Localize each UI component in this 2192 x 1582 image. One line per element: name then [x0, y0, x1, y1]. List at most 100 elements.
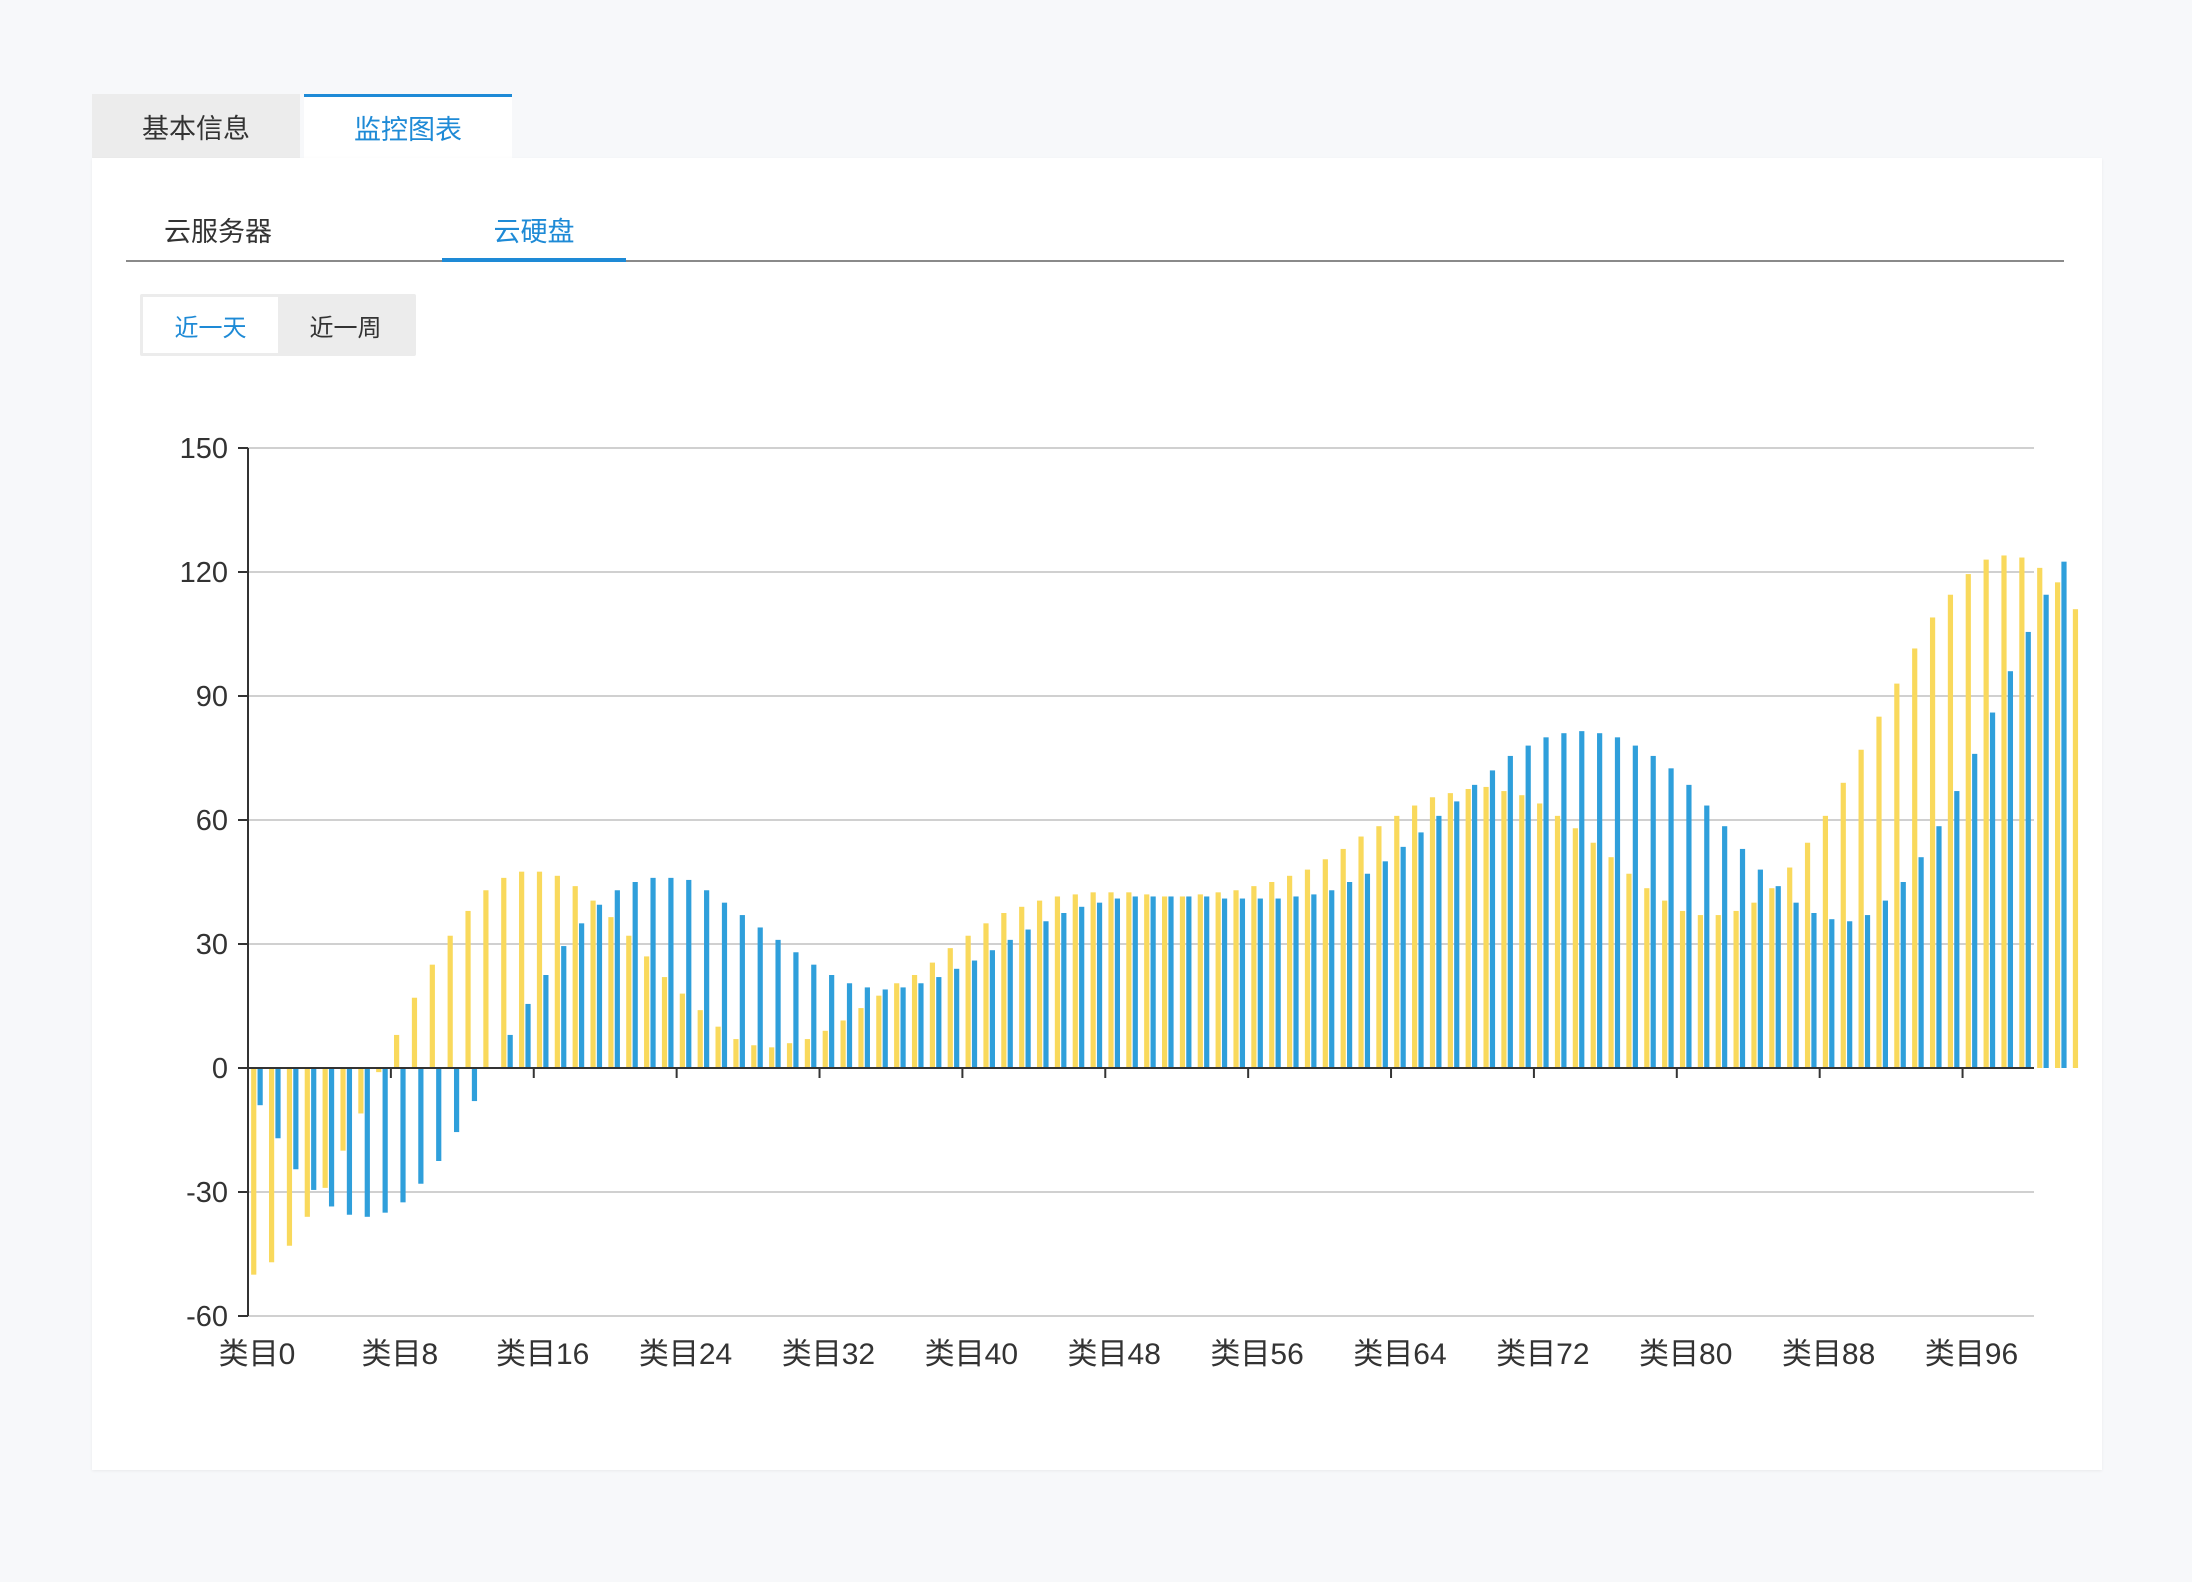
bar-blue	[1686, 784, 1692, 1068]
bar-yellow	[1751, 902, 1757, 1068]
bar-blue	[1204, 896, 1210, 1068]
bar-yellow	[1733, 910, 1739, 1068]
bar-blue	[882, 989, 888, 1068]
bar-yellow	[1840, 782, 1846, 1068]
x-tick-label: 类目24	[639, 1338, 732, 1371]
bar-yellow	[429, 964, 435, 1068]
bar-yellow	[1108, 892, 1114, 1068]
y-tick-label: -30	[186, 1177, 228, 1209]
bar-blue	[1561, 733, 1567, 1068]
bar-blue	[1704, 805, 1710, 1068]
bar-yellow	[733, 1039, 739, 1068]
bar-yellow	[286, 1068, 293, 1246]
bar-yellow	[483, 890, 489, 1068]
bar-yellow	[1876, 716, 1882, 1068]
subtab-cloud-server[interactable]: 云服务器	[164, 216, 272, 248]
bar-blue	[525, 1003, 531, 1068]
x-tick-label: 类目72	[1496, 1338, 1589, 1371]
bar-yellow	[1983, 559, 1989, 1068]
bar-blue	[1221, 898, 1228, 1068]
bar-yellow	[1465, 789, 1471, 1068]
bar-yellow	[447, 935, 453, 1068]
bar-blue	[1311, 894, 1317, 1068]
bar-blue	[1775, 886, 1781, 1068]
bar-blue	[864, 987, 870, 1068]
bar-yellow	[251, 1068, 257, 1275]
y-tick-label: 120	[180, 557, 228, 589]
bar-yellow	[697, 1010, 703, 1068]
bar-yellow	[1036, 900, 1043, 1068]
y-tick-label: -60	[186, 1301, 228, 1333]
bar-blue	[793, 952, 799, 1068]
bar-blue	[2061, 561, 2067, 1068]
bar-yellow	[894, 983, 900, 1068]
bar-yellow	[1215, 892, 1221, 1068]
bar-yellow	[376, 1068, 382, 1073]
bar-yellow	[1251, 886, 1257, 1068]
bar-yellow	[554, 875, 560, 1068]
bar-yellow	[465, 910, 471, 1068]
tab-monitor-charts[interactable]: 监控图表	[304, 94, 512, 158]
bar-blue	[1418, 832, 1424, 1068]
bar-yellow	[1822, 815, 1829, 1068]
bar-blue	[1722, 826, 1728, 1068]
bar-blue	[1400, 846, 1406, 1068]
bar-blue	[1382, 861, 1388, 1068]
y-tick-label: 30	[196, 929, 228, 961]
y-tick-label: 150	[180, 433, 228, 465]
bar-blue	[1632, 745, 1638, 1068]
bar-blue	[2043, 594, 2049, 1068]
bar-yellow	[1679, 910, 1686, 1068]
x-tick-label: 类目48	[1068, 1338, 1161, 1371]
bar-yellow	[501, 877, 507, 1068]
bar-blue	[846, 983, 853, 1068]
bar-yellow	[822, 1030, 828, 1068]
range-week-button[interactable]: 近一周	[309, 313, 382, 342]
bar-yellow	[2019, 557, 2025, 1068]
bar-blue	[400, 1068, 406, 1203]
bar-yellow	[1179, 896, 1186, 1068]
bar-blue	[1150, 896, 1156, 1068]
bar-yellow	[876, 995, 882, 1068]
bar-yellow	[911, 975, 918, 1068]
subtab-cloud-disk[interactable]: 云硬盘	[442, 198, 626, 262]
bar-yellow	[358, 1068, 364, 1114]
bar-blue	[1275, 898, 1281, 1068]
x-tick-label: 类目64	[1353, 1338, 1446, 1371]
bar-blue	[1668, 768, 1674, 1068]
bar-blue	[1972, 753, 1978, 1068]
bar-blue	[275, 1068, 281, 1139]
bar-blue	[1096, 902, 1103, 1068]
range-selector: 近一天 近一周	[140, 294, 416, 356]
bar-blue	[918, 983, 924, 1068]
bar-blue	[2025, 631, 2031, 1068]
bar-yellow	[1304, 869, 1311, 1068]
bar-yellow	[1126, 892, 1132, 1068]
bar-blue	[1597, 733, 1603, 1068]
bar-yellow	[1340, 848, 1346, 1068]
bar-yellow	[411, 997, 418, 1068]
bar-yellow	[1376, 826, 1382, 1068]
bar-yellow	[1072, 894, 1078, 1068]
y-tick-label: 0	[212, 1053, 228, 1085]
bar-yellow	[1161, 896, 1168, 1068]
bar-yellow	[1001, 913, 1007, 1068]
bar-blue	[346, 1068, 353, 1215]
bar-yellow	[965, 935, 971, 1068]
y-tick-label: 90	[196, 681, 228, 713]
bar-blue	[382, 1068, 388, 1213]
bar-yellow	[1608, 857, 1614, 1068]
bar-yellow	[715, 1026, 721, 1068]
bar-yellow	[1858, 749, 1864, 1068]
bar-blue	[1257, 898, 1263, 1068]
bar-yellow	[268, 1068, 275, 1263]
tab-basic-info[interactable]: 基本信息	[92, 94, 300, 158]
bar-yellow	[1929, 617, 1936, 1068]
bar-blue	[436, 1068, 442, 1161]
bar-yellow	[1090, 892, 1096, 1068]
bar-yellow	[947, 948, 953, 1068]
bar-blue	[453, 1068, 460, 1133]
bar-yellow	[1358, 836, 1364, 1068]
bar-blue	[1079, 906, 1085, 1068]
range-day-button[interactable]: 近一天	[143, 297, 278, 353]
